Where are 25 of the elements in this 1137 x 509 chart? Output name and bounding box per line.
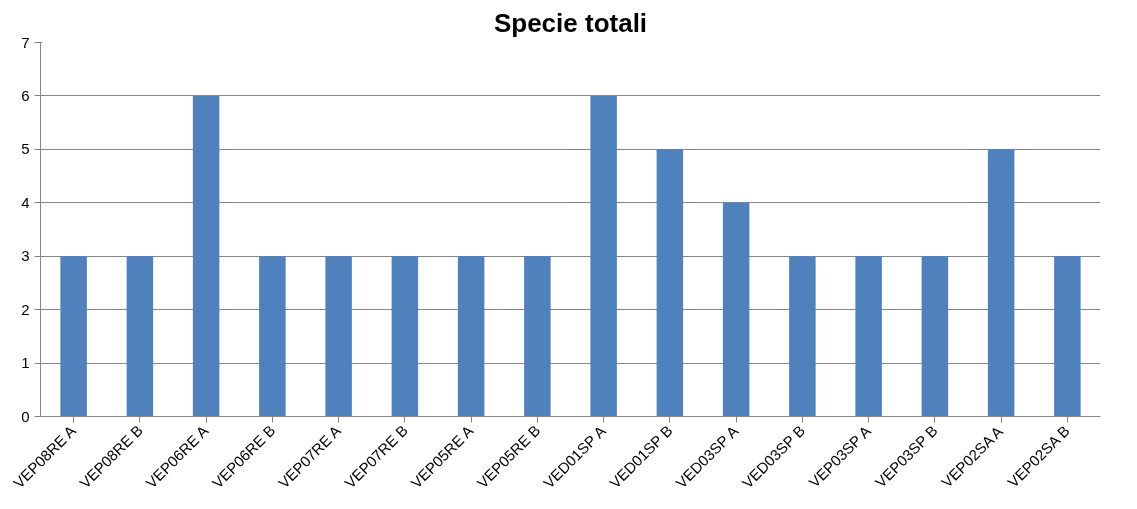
bar <box>60 256 87 417</box>
y-tick-label: 1 <box>21 354 30 372</box>
bar <box>921 256 949 417</box>
bar <box>126 256 154 417</box>
bar <box>391 256 419 417</box>
bar <box>1054 256 1081 417</box>
bar <box>789 256 816 417</box>
bar <box>590 95 617 417</box>
bar <box>987 149 1015 417</box>
bar <box>656 149 684 417</box>
y-tick-label: 7 <box>21 33 30 51</box>
chart-title: Specie totali <box>493 7 648 38</box>
bar <box>722 202 750 417</box>
y-tick-label: 4 <box>21 193 30 211</box>
y-tick-label: 5 <box>21 140 30 158</box>
y-tick-label: 0 <box>21 407 30 425</box>
bar <box>325 256 352 417</box>
bar <box>259 256 286 417</box>
y-tick-label: 6 <box>21 86 30 104</box>
y-tick-label: 2 <box>21 300 30 318</box>
y-tick-label: 3 <box>21 247 30 265</box>
bar <box>457 256 485 417</box>
bar <box>855 256 882 417</box>
bar <box>524 256 551 417</box>
bar <box>192 95 220 417</box>
